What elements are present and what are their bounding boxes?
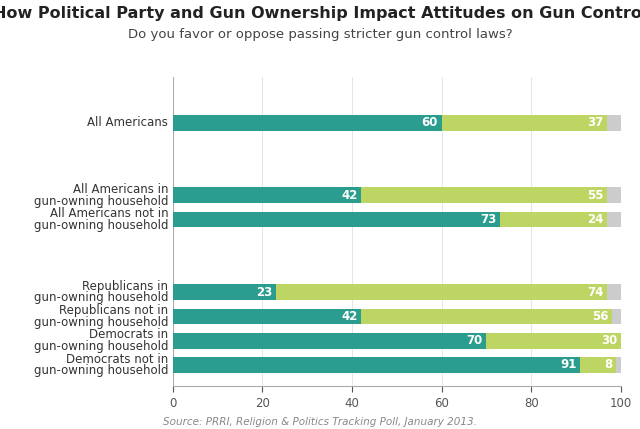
Text: 55: 55 xyxy=(588,189,604,202)
Text: 60: 60 xyxy=(422,116,438,129)
Bar xyxy=(442,115,607,130)
Text: 23: 23 xyxy=(256,286,272,299)
Text: gun-owning household: gun-owning household xyxy=(34,291,168,305)
Bar xyxy=(173,187,361,203)
Text: gun-owning household: gun-owning household xyxy=(34,195,168,208)
Text: 74: 74 xyxy=(588,286,604,299)
Text: All Americans not in: All Americans not in xyxy=(50,207,168,221)
Text: How Political Party and Gun Ownership Impact Attitudes on Gun Control: How Political Party and Gun Ownership Im… xyxy=(0,6,640,21)
Text: All Americans: All Americans xyxy=(88,116,168,129)
Text: gun-owning household: gun-owning household xyxy=(34,364,168,377)
Bar xyxy=(580,357,616,373)
Bar xyxy=(612,308,621,324)
Bar xyxy=(173,333,486,348)
Bar xyxy=(607,284,621,300)
Text: Republicans not in: Republicans not in xyxy=(59,304,168,317)
Text: gun-owning household: gun-owning household xyxy=(34,340,168,353)
Text: Democrats not in: Democrats not in xyxy=(66,353,168,366)
Bar xyxy=(361,308,612,324)
Bar xyxy=(616,357,621,373)
Text: 37: 37 xyxy=(588,116,604,129)
Text: gun-owning household: gun-owning household xyxy=(34,316,168,329)
Text: 24: 24 xyxy=(588,213,604,226)
Bar xyxy=(173,308,361,324)
Bar xyxy=(500,211,607,227)
Text: 30: 30 xyxy=(601,334,617,347)
Bar xyxy=(607,187,621,203)
Bar xyxy=(173,211,500,227)
Bar xyxy=(486,333,621,348)
Text: 8: 8 xyxy=(605,358,612,372)
Text: Republicans in: Republicans in xyxy=(83,280,168,293)
Text: 56: 56 xyxy=(592,310,608,323)
Bar xyxy=(173,357,580,373)
Text: Democrats in: Democrats in xyxy=(89,329,168,341)
Bar xyxy=(173,115,442,130)
Text: gun-owning household: gun-owning household xyxy=(34,219,168,232)
Text: 42: 42 xyxy=(341,310,357,323)
Text: 73: 73 xyxy=(480,213,496,226)
Bar xyxy=(361,187,607,203)
Bar xyxy=(173,284,276,300)
Text: Source: PRRI, Religion & Politics Tracking Poll, January 2013.: Source: PRRI, Religion & Politics Tracki… xyxy=(163,417,477,427)
Text: 42: 42 xyxy=(341,189,357,202)
Text: Do you favor or oppose passing stricter gun control laws?: Do you favor or oppose passing stricter … xyxy=(128,28,512,41)
Text: All Americans in: All Americans in xyxy=(73,183,168,196)
Text: 70: 70 xyxy=(467,334,483,347)
Bar xyxy=(607,211,621,227)
Bar xyxy=(276,284,607,300)
Bar xyxy=(607,115,621,130)
Text: 91: 91 xyxy=(561,358,577,372)
